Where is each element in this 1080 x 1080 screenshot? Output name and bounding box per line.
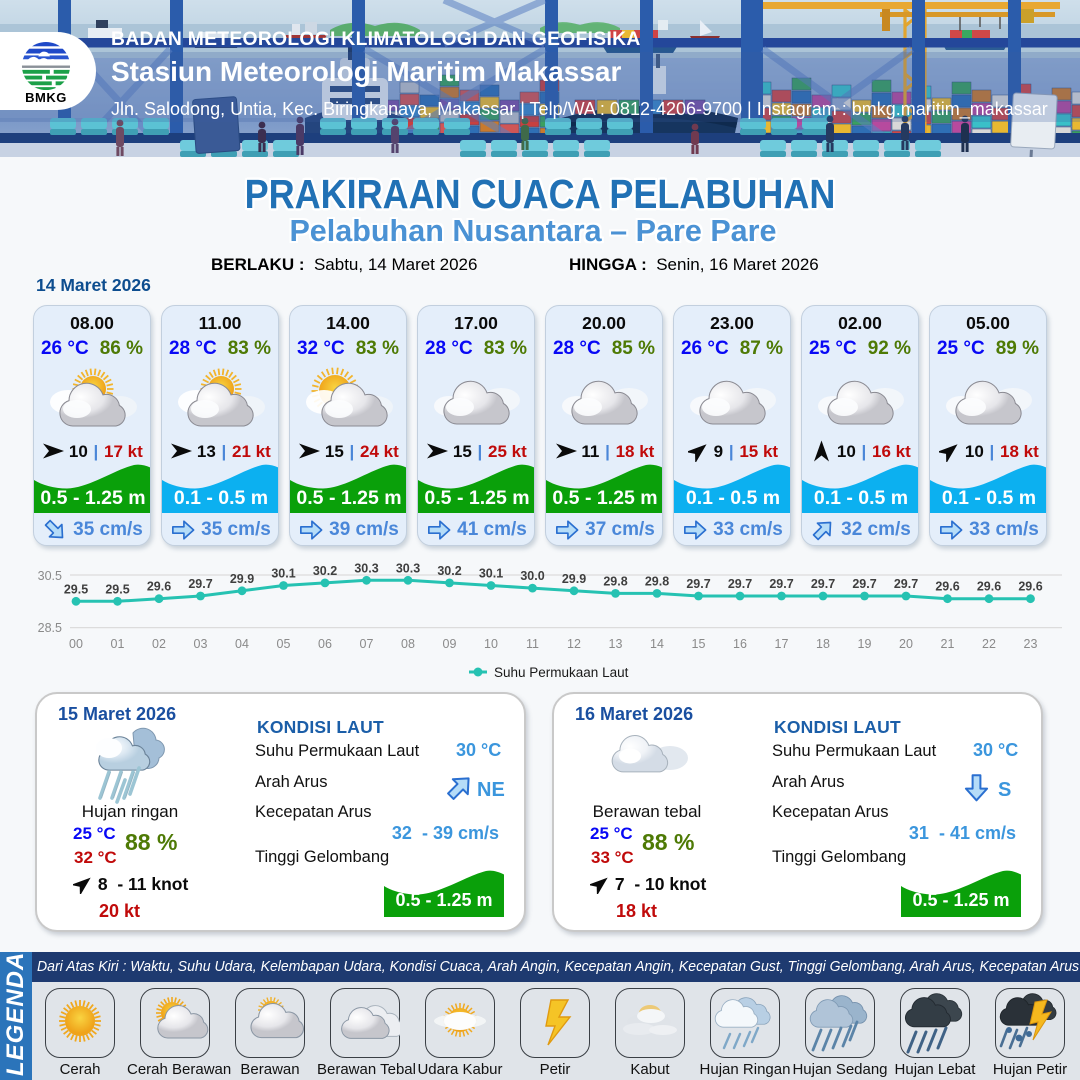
svg-text:28.5: 28.5 (38, 621, 62, 635)
svg-text:29.7: 29.7 (769, 577, 793, 591)
svg-text:29.6: 29.6 (935, 580, 959, 594)
svg-text:23: 23 (1024, 637, 1038, 651)
svg-text:29.7: 29.7 (188, 577, 212, 591)
svg-text:12: 12 (567, 637, 581, 651)
svg-text:17: 17 (775, 637, 789, 651)
svg-text:09: 09 (443, 637, 457, 651)
svg-text:30.3: 30.3 (396, 561, 420, 575)
svg-text:01: 01 (111, 637, 125, 651)
svg-text:29.9: 29.9 (230, 572, 254, 586)
svg-text:10: 10 (484, 637, 498, 651)
svg-text:29.6: 29.6 (977, 580, 1001, 594)
svg-text:30.2: 30.2 (313, 564, 337, 578)
svg-text:21: 21 (941, 637, 955, 651)
svg-text:30.0: 30.0 (520, 569, 544, 583)
svg-text:29.6: 29.6 (147, 580, 171, 594)
svg-text:18: 18 (816, 637, 830, 651)
svg-text:05: 05 (277, 637, 291, 651)
svg-text:03: 03 (194, 637, 208, 651)
svg-text:30.1: 30.1 (479, 567, 503, 581)
svg-text:Suhu Permukaan Laut: Suhu Permukaan Laut (494, 665, 629, 680)
svg-text:08: 08 (401, 637, 415, 651)
svg-text:02: 02 (152, 637, 166, 651)
svg-text:15: 15 (692, 637, 706, 651)
svg-text:19: 19 (858, 637, 872, 651)
svg-text:30.1: 30.1 (271, 567, 295, 581)
svg-text:30.5: 30.5 (38, 569, 62, 583)
svg-text:29.7: 29.7 (894, 577, 918, 591)
svg-text:29.7: 29.7 (811, 577, 835, 591)
svg-text:29.8: 29.8 (645, 574, 669, 588)
svg-text:04: 04 (235, 637, 249, 651)
svg-text:14: 14 (650, 637, 664, 651)
svg-text:20: 20 (899, 637, 913, 651)
svg-text:29.6: 29.6 (1018, 580, 1042, 594)
svg-text:29.8: 29.8 (603, 574, 627, 588)
svg-text:30.3: 30.3 (354, 561, 378, 575)
svg-text:29.5: 29.5 (64, 582, 88, 596)
svg-text:29.7: 29.7 (852, 577, 876, 591)
svg-text:16: 16 (733, 637, 747, 651)
svg-text:29.5: 29.5 (105, 582, 129, 596)
svg-text:06: 06 (318, 637, 332, 651)
svg-text:07: 07 (360, 637, 374, 651)
svg-text:29.7: 29.7 (686, 577, 710, 591)
svg-text:30.2: 30.2 (437, 564, 461, 578)
svg-text:29.9: 29.9 (562, 572, 586, 586)
svg-text:11: 11 (526, 637, 539, 651)
svg-text:22: 22 (982, 637, 996, 651)
svg-text:00: 00 (69, 637, 83, 651)
svg-text:13: 13 (609, 637, 623, 651)
svg-text:29.7: 29.7 (728, 577, 752, 591)
